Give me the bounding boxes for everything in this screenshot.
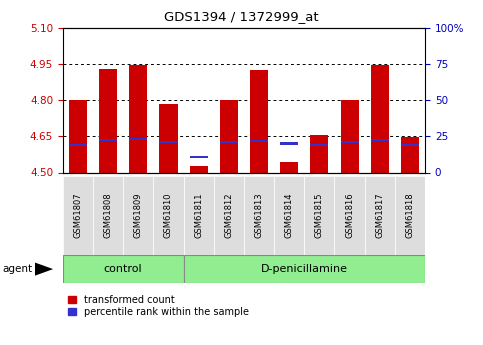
Bar <box>189 166 208 172</box>
Text: GSM61817: GSM61817 <box>375 193 384 238</box>
Bar <box>69 100 87 172</box>
Text: GSM61809: GSM61809 <box>134 193 143 238</box>
Bar <box>69 144 87 146</box>
Text: GDS1394 / 1372999_at: GDS1394 / 1372999_at <box>164 10 319 23</box>
Bar <box>154 176 184 255</box>
Text: agent: agent <box>2 264 32 274</box>
Bar <box>371 65 389 172</box>
Bar <box>244 176 274 255</box>
Text: D-penicillamine: D-penicillamine <box>261 264 348 274</box>
Text: control: control <box>104 264 142 274</box>
Text: GSM61811: GSM61811 <box>194 193 203 238</box>
Text: GSM61818: GSM61818 <box>405 193 414 238</box>
Bar <box>123 176 154 255</box>
Bar <box>184 176 213 255</box>
Bar <box>99 69 117 172</box>
Bar <box>280 161 298 172</box>
Text: GSM61808: GSM61808 <box>103 193 113 238</box>
Bar <box>280 142 298 145</box>
Bar <box>63 176 93 255</box>
Bar <box>341 141 358 144</box>
Bar <box>401 144 419 146</box>
Bar <box>213 176 244 255</box>
Bar <box>99 139 117 141</box>
Bar <box>250 70 268 172</box>
Bar <box>129 138 147 140</box>
Bar <box>250 140 268 142</box>
Bar <box>159 104 178 172</box>
Bar <box>184 255 425 283</box>
Text: GSM61810: GSM61810 <box>164 193 173 238</box>
Text: GSM61815: GSM61815 <box>315 193 324 238</box>
Bar <box>341 100 358 172</box>
Bar <box>304 176 335 255</box>
Text: GSM61812: GSM61812 <box>224 193 233 238</box>
Text: GSM61807: GSM61807 <box>73 193 83 238</box>
Bar <box>335 176 365 255</box>
Bar <box>401 138 419 172</box>
Bar <box>365 176 395 255</box>
Text: GSM61816: GSM61816 <box>345 193 354 238</box>
Bar <box>395 176 425 255</box>
Bar <box>311 135 328 172</box>
Bar <box>220 141 238 144</box>
Bar <box>220 100 238 172</box>
Bar <box>311 144 328 146</box>
Bar <box>274 176 304 255</box>
Text: GSM61814: GSM61814 <box>284 193 294 238</box>
Legend: transformed count, percentile rank within the sample: transformed count, percentile rank withi… <box>68 295 249 317</box>
Text: GSM61813: GSM61813 <box>255 193 264 238</box>
Bar <box>63 255 184 283</box>
Bar <box>189 156 208 158</box>
Bar <box>159 141 178 144</box>
Bar <box>129 65 147 172</box>
Bar <box>371 139 389 141</box>
Polygon shape <box>35 263 53 276</box>
Bar <box>93 176 123 255</box>
